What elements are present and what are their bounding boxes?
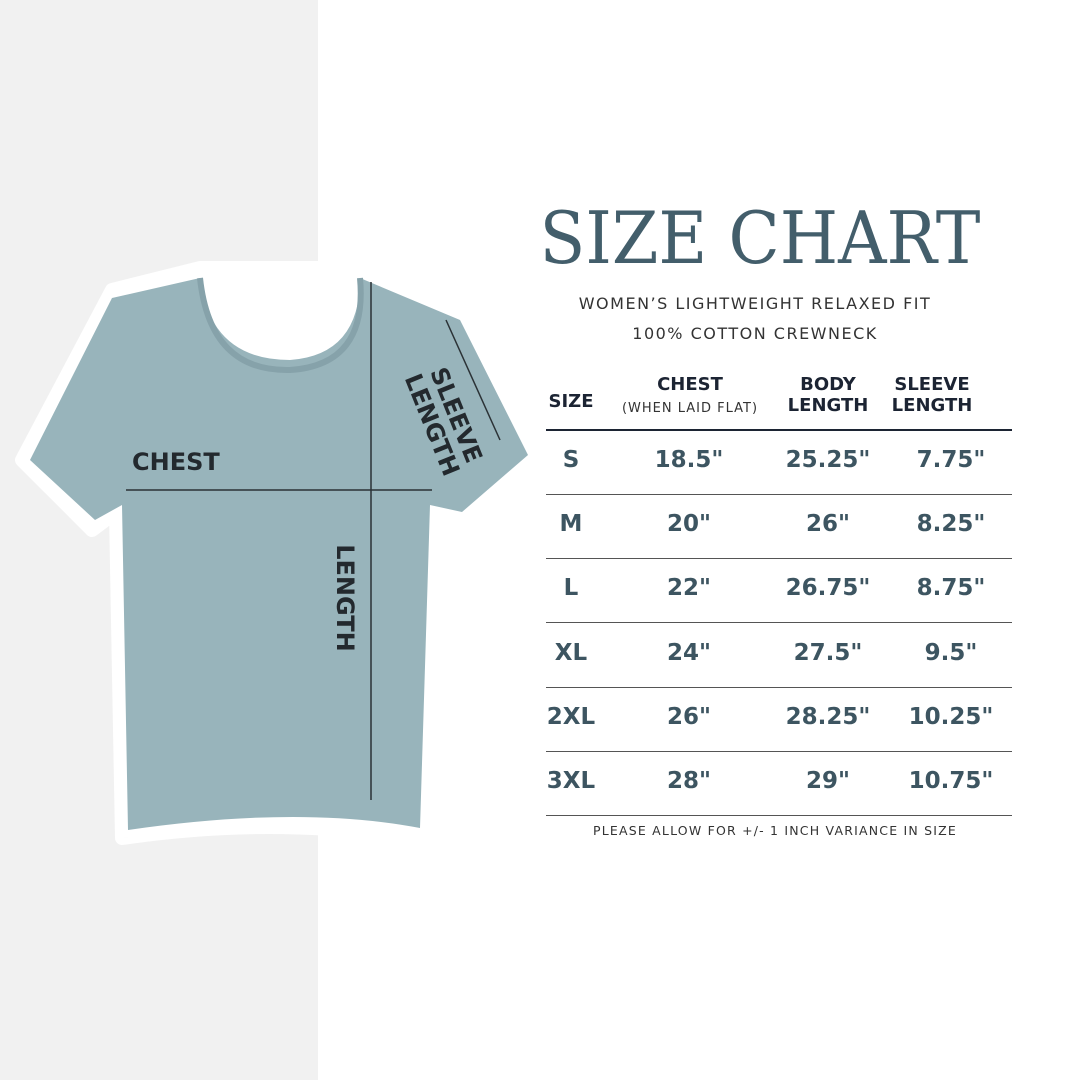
header-size: SIZE <box>548 391 594 412</box>
chest-label: CHEST <box>132 448 220 476</box>
cell-body: 27.5" <box>793 639 863 666</box>
header-body-line2: LENGTH <box>787 395 869 416</box>
cell-body: 29" <box>806 768 850 794</box>
row-divider <box>546 622 1012 624</box>
header-chest: CHEST (WHEN LAID FLAT) <box>610 374 770 419</box>
cell-size: L <box>563 575 579 602</box>
cell-chest: 24" <box>667 639 711 666</box>
header-divider <box>546 429 1012 431</box>
cell-chest: 26" <box>667 703 711 730</box>
header-sleeve-line2: LENGTH <box>891 395 973 416</box>
header-chest-note: (WHEN LAID FLAT) <box>621 401 759 416</box>
cell-chest: 28" <box>667 768 711 794</box>
header-sleeve-line1: SLEEVE <box>894 374 970 395</box>
header-body-length: BODY LENGTH <box>778 374 878 416</box>
cell-body: 26.75" <box>785 575 871 602</box>
cell-chest: 18.5" <box>654 447 724 473</box>
cell-chest: 20" <box>667 511 711 538</box>
row-divider <box>546 686 1012 688</box>
tshirt-collar <box>197 277 364 374</box>
cell-sleeve: 7.75" <box>916 447 986 473</box>
cell-sleeve: 8.25" <box>916 511 986 538</box>
sleeve-measure-line <box>445 319 501 441</box>
cell-size: 2XL <box>546 703 596 730</box>
row-divider <box>546 750 1012 752</box>
cell-sleeve: 10.25" <box>908 703 994 730</box>
row-divider <box>546 558 1012 560</box>
header-body-line1: BODY <box>800 374 856 395</box>
page-title: SIZE CHART <box>539 196 981 280</box>
cell-sleeve: 10.75" <box>908 768 994 794</box>
cell-sleeve: 8.75" <box>916 575 986 602</box>
cell-body: 25.25" <box>785 447 871 473</box>
cell-sleeve: 9.5" <box>924 639 978 666</box>
cell-size: 3XL <box>546 768 596 794</box>
cell-size: XL <box>554 639 588 666</box>
tshirt-illustration <box>15 261 543 847</box>
footnote: PLEASE ALLOW FOR +/- 1 INCH VARIANCE IN … <box>593 823 957 838</box>
cell-size: M <box>559 511 583 538</box>
cell-chest: 22" <box>667 575 711 602</box>
subtitle-line1: WOMEN’S LIGHTWEIGHT RELAXED FIT <box>578 294 932 313</box>
cell-body: 26" <box>806 511 850 538</box>
row-divider <box>546 494 1012 495</box>
length-label: LENGTH <box>331 544 359 652</box>
header-chest-label: CHEST <box>657 374 723 395</box>
row-divider <box>546 815 1012 816</box>
header-sleeve-length: SLEEVE LENGTH <box>880 374 984 416</box>
cell-size: S <box>562 447 580 473</box>
cell-body: 28.25" <box>785 703 871 730</box>
subtitle-line2: 100% COTTON CREWNECK <box>632 324 878 343</box>
tshirt-body <box>30 278 528 830</box>
